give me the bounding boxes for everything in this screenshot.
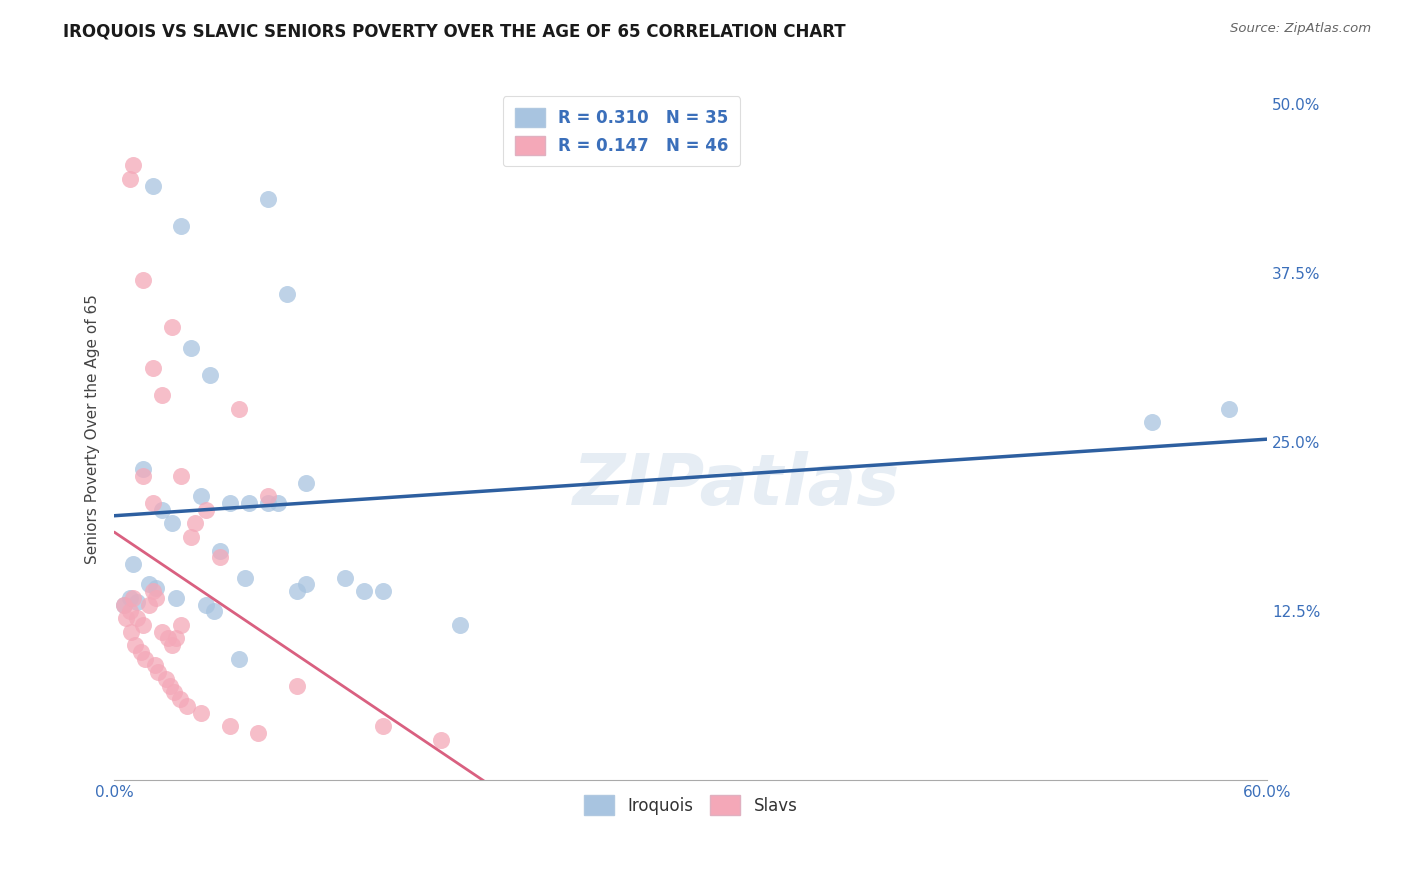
Point xyxy=(228,401,250,416)
Text: Source: ZipAtlas.com: Source: ZipAtlas.com xyxy=(1230,22,1371,36)
Point xyxy=(285,679,308,693)
Point xyxy=(129,645,152,659)
Point xyxy=(165,632,187,646)
Point xyxy=(122,158,145,172)
Legend: Iroquois, Slavs: Iroquois, Slavs xyxy=(574,786,807,825)
Point xyxy=(276,286,298,301)
Point xyxy=(208,543,231,558)
Point xyxy=(132,618,155,632)
Point xyxy=(160,638,183,652)
Point xyxy=(180,341,202,355)
Point xyxy=(295,475,318,490)
Point xyxy=(159,679,181,693)
Point xyxy=(145,591,167,605)
Point xyxy=(150,503,173,517)
Point xyxy=(150,624,173,639)
Point xyxy=(112,598,135,612)
Point xyxy=(170,469,193,483)
Point xyxy=(449,618,471,632)
Point xyxy=(114,611,136,625)
Point xyxy=(295,577,318,591)
Point xyxy=(373,584,395,599)
Point xyxy=(285,584,308,599)
Point xyxy=(190,490,212,504)
Point xyxy=(127,611,149,625)
Point xyxy=(353,584,375,599)
Point xyxy=(127,595,149,609)
Point xyxy=(122,557,145,571)
Point xyxy=(132,273,155,287)
Point xyxy=(218,719,240,733)
Point xyxy=(163,685,186,699)
Point xyxy=(121,624,143,639)
Point xyxy=(1140,415,1163,429)
Point xyxy=(160,320,183,334)
Point xyxy=(247,726,270,740)
Point xyxy=(233,570,256,584)
Point xyxy=(122,591,145,605)
Text: IROQUOIS VS SLAVIC SENIORS POVERTY OVER THE AGE OF 65 CORRELATION CHART: IROQUOIS VS SLAVIC SENIORS POVERTY OVER … xyxy=(63,22,846,40)
Point xyxy=(176,698,198,713)
Text: ZIPatlas: ZIPatlas xyxy=(574,450,901,520)
Point xyxy=(142,496,165,510)
Point xyxy=(373,719,395,733)
Point xyxy=(138,598,160,612)
Point xyxy=(257,192,280,206)
Point xyxy=(155,672,177,686)
Point xyxy=(156,632,179,646)
Point xyxy=(238,496,260,510)
Point xyxy=(208,550,231,565)
Y-axis label: Seniors Poverty Over the Age of 65: Seniors Poverty Over the Age of 65 xyxy=(86,294,100,564)
Point xyxy=(257,496,280,510)
Point xyxy=(430,732,453,747)
Point xyxy=(218,496,240,510)
Point xyxy=(257,490,280,504)
Point xyxy=(202,604,225,618)
Point xyxy=(170,618,193,632)
Point xyxy=(169,692,191,706)
Point xyxy=(132,469,155,483)
Point xyxy=(138,577,160,591)
Point xyxy=(200,368,222,382)
Point xyxy=(150,388,173,402)
Point xyxy=(170,219,193,233)
Point xyxy=(184,516,207,531)
Point xyxy=(333,570,356,584)
Point xyxy=(118,591,141,605)
Point xyxy=(145,582,167,596)
Point xyxy=(160,516,183,531)
Point xyxy=(195,598,218,612)
Point xyxy=(148,665,170,680)
Point xyxy=(118,604,141,618)
Point xyxy=(142,178,165,193)
Point xyxy=(112,598,135,612)
Point xyxy=(132,462,155,476)
Point xyxy=(118,171,141,186)
Point xyxy=(134,651,156,665)
Point xyxy=(228,651,250,665)
Point xyxy=(190,706,212,720)
Point xyxy=(1218,401,1240,416)
Point xyxy=(143,658,166,673)
Point xyxy=(142,584,165,599)
Point xyxy=(180,530,202,544)
Point xyxy=(124,638,146,652)
Point xyxy=(165,591,187,605)
Point xyxy=(142,361,165,376)
Point xyxy=(195,503,218,517)
Point xyxy=(266,496,288,510)
